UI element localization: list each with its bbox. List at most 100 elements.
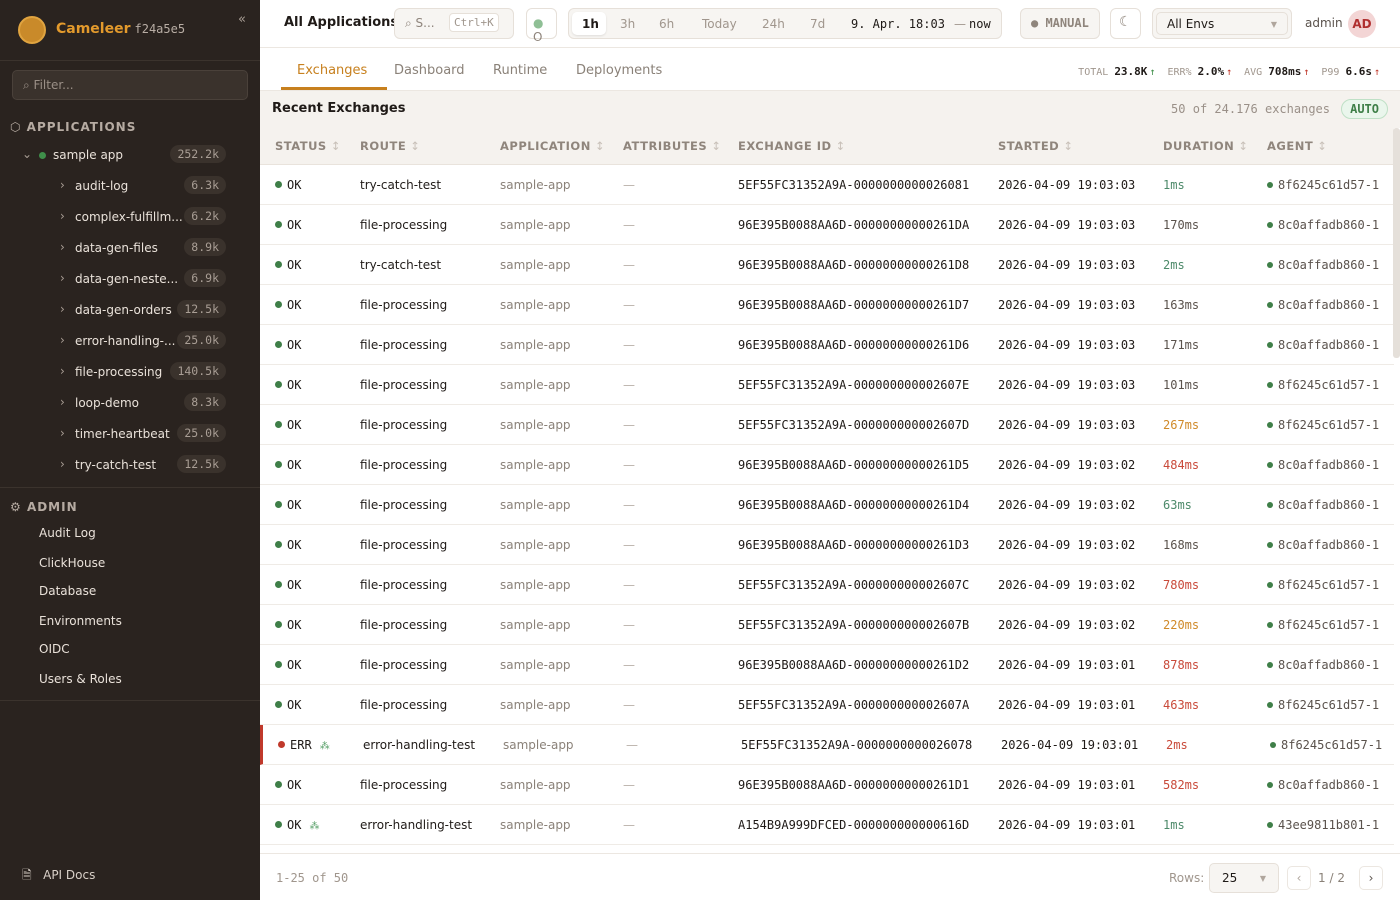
sidebar: Cameleer f24a5e5 « ⌕ Filter... ⬡ APPLICAT… [0,0,260,900]
attributes-cell: — [623,418,635,432]
range-option[interactable]: 3h [620,17,636,31]
sidebar-route-item[interactable]: › file-processing 140.5k [0,358,260,386]
sidebar-route-item[interactable]: › data-gen-orders 12.5k [0,296,260,324]
app-name: sample app [53,148,124,162]
range-to[interactable]: now [969,17,991,31]
tab-runtime[interactable]: Runtime [493,63,548,78]
sidebar-route-item[interactable]: › audit-log 6.3k [0,172,260,200]
next-page-button[interactable]: › [1359,866,1383,890]
avatar[interactable]: AD [1348,10,1376,38]
sidebar-route-item[interactable]: › data-gen-files 8.9k [0,234,260,262]
status-text: OK [287,698,302,712]
started-cell: 2026-04-09 19:03:03 [998,258,1136,272]
table-scrollbar[interactable] [1393,128,1400,358]
table-row[interactable]: OK file-processing sample-app — 5EF55FC31352… [260,605,1394,645]
sidebar-route-item[interactable]: › data-gen-neste... 6.9k [0,265,260,293]
column-header-duration[interactable]: DURATION ↕ [1163,139,1248,153]
environment-select[interactable]: All Envs ▼ [1152,8,1292,39]
range-option[interactable]: Today [702,17,737,31]
table-row[interactable]: OK file-processing sample-app — 96E395B0088A… [260,325,1394,365]
table-row[interactable]: OK file-processing sample-app — 96E395B0088A… [260,485,1394,525]
sidebar-admin-item[interactable]: Database [39,584,97,598]
column-header-agent[interactable]: AGENT ↕ [1267,139,1327,153]
column-header-exchange-id[interactable]: EXCHANGE ID ↕ [738,139,846,153]
auto-badge[interactable]: AUTO [1341,99,1388,119]
table-row[interactable]: OK file-processing sample-app — 96E395B0088A… [260,765,1394,805]
trend-up-icon: ↑ [1226,67,1233,78]
status-cell: OK [275,258,301,272]
duration-cell: 1ms [1163,178,1185,192]
started-cell: 2026-04-09 19:03:02 [998,498,1136,512]
applications-section[interactable]: ⬡ APPLICATIONS [10,120,136,134]
sidebar-app-sample-app[interactable]: ⌄ sample app 252.2k [0,141,260,169]
tab-dashboard[interactable]: Dashboard [394,63,465,78]
sidebar-route-item[interactable]: › timer-heartbeat 25.0k [0,420,260,448]
range-option[interactable]: 6h [659,17,675,31]
stat-value: 6.6s [1345,65,1372,78]
status-dot: ● [1031,16,1046,30]
column-header-application[interactable]: APPLICATION ↕ [500,139,605,153]
status-cell: OK [275,298,301,312]
build-hash: f24a5e5 [134,22,186,36]
agent-name: 8c0affadb860-1 [1278,778,1380,792]
column-header-attributes[interactable]: ATTRIBUTES ↕ [623,139,721,153]
collapse-sidebar-icon[interactable]: « [238,12,246,27]
range-option[interactable]: 24h [762,17,785,31]
table-row[interactable]: ERR ⁂ error-handling-test sample-app — 5EF55F… [260,725,1394,765]
duration-cell: 63ms [1163,498,1192,512]
table-row[interactable]: OK file-processing sample-app — 5EF55FC31352… [260,565,1394,605]
sidebar-admin-item[interactable]: Environments [39,614,122,628]
agent-name: 8f6245c61d57-1 [1278,378,1380,392]
route-name: data-gen-neste... [75,272,179,286]
range-option[interactable]: 1h [582,17,599,31]
range-option[interactable]: 7d [810,17,826,31]
column-header-route[interactable]: ROUTE ↕ [360,139,420,153]
table-row[interactable]: OK file-processing sample-app — 96E395B0088A… [260,205,1394,245]
table-row[interactable]: OK ⁂ error-handling-test sample-app — A154B9A… [260,805,1394,845]
sort-icon: ↕ [594,139,605,153]
attributes-cell: — [623,658,635,672]
sidebar-admin-item[interactable]: Audit Log [39,526,96,540]
divider [0,60,260,61]
table-row[interactable]: OK file-processing sample-app — 96E395B0088A… [260,445,1394,485]
rows-per-page-select[interactable]: 25 ▼ [1209,863,1279,893]
brand-name: Cameleer [56,21,131,37]
route-count: 25.0k [177,424,226,442]
search-button[interactable]: ⌕ S... Ctrl+K [394,8,514,39]
sidebar-route-item[interactable]: › error-handling-... 25.0k [0,327,260,355]
sidebar-route-item[interactable]: › complex-fulfillm... 6.2k [0,203,260,231]
table-row[interactable]: OK try-catch-test sample-app — 96E395B0088AA… [260,245,1394,285]
range-from[interactable]: 9. Apr. 18:03 [851,17,945,31]
sidebar-admin-item[interactable]: Users & Roles [39,672,122,686]
table-row[interactable]: OK file-processing sample-app — 96E395B0088A… [260,285,1394,325]
sidebar-route-item[interactable]: › try-catch-test 12.5k [0,451,260,479]
table-row[interactable]: OK try-catch-test sample-app — 5EF55FC31352A… [260,165,1394,205]
tab-exchanges[interactable]: Exchanges [297,63,368,78]
sidebar-route-item[interactable]: › loop-demo 8.3k [0,389,260,417]
filter-input[interactable]: ⌕ Filter... [12,70,248,100]
sidebar-admin-item[interactable]: OIDC [39,642,70,656]
column-header-started[interactable]: STARTED ↕ [998,139,1073,153]
exchange-id-cell: 5EF55FC31352A9A-000000000002607B [738,618,970,632]
agent-status-dot [1267,542,1273,548]
table-row[interactable]: OK file-processing sample-app — 96E395B0088A… [260,645,1394,685]
table-row[interactable]: OK file-processing sample-app — 5EF55FC31352… [260,365,1394,405]
username[interactable]: admin [1305,16,1343,30]
agent-name: 8c0affadb860-1 [1278,658,1380,672]
status-filter[interactable]: ● O [526,8,557,44]
route-cell: error-handling-test [360,818,473,832]
application-cell: sample-app [500,658,571,672]
agent-cell: 8c0affadb860-1 [1267,498,1379,512]
tab-deployments[interactable]: Deployments [576,63,663,78]
refresh-mode-button[interactable]: ● MANUAL [1020,8,1100,39]
admin-section[interactable]: ⚙ ADMIN [10,500,78,514]
prev-page-button[interactable]: ‹ [1287,866,1311,890]
table-row[interactable]: OK file-processing sample-app — 5EF55FC31352… [260,685,1394,725]
api-docs-link[interactable]: 🗎 API Docs [22,866,95,887]
column-header-status[interactable]: STATUS ↕ [275,139,341,153]
table-row[interactable]: OK file-processing sample-app — 96E395B0088A… [260,525,1394,565]
theme-toggle-moon-icon[interactable]: ☾ [1110,8,1141,39]
sidebar-admin-item[interactable]: ClickHouse [39,556,106,570]
table-row[interactable]: OK file-processing sample-app — 5EF55FC31352… [260,405,1394,445]
attributes-cell: — [623,258,635,272]
